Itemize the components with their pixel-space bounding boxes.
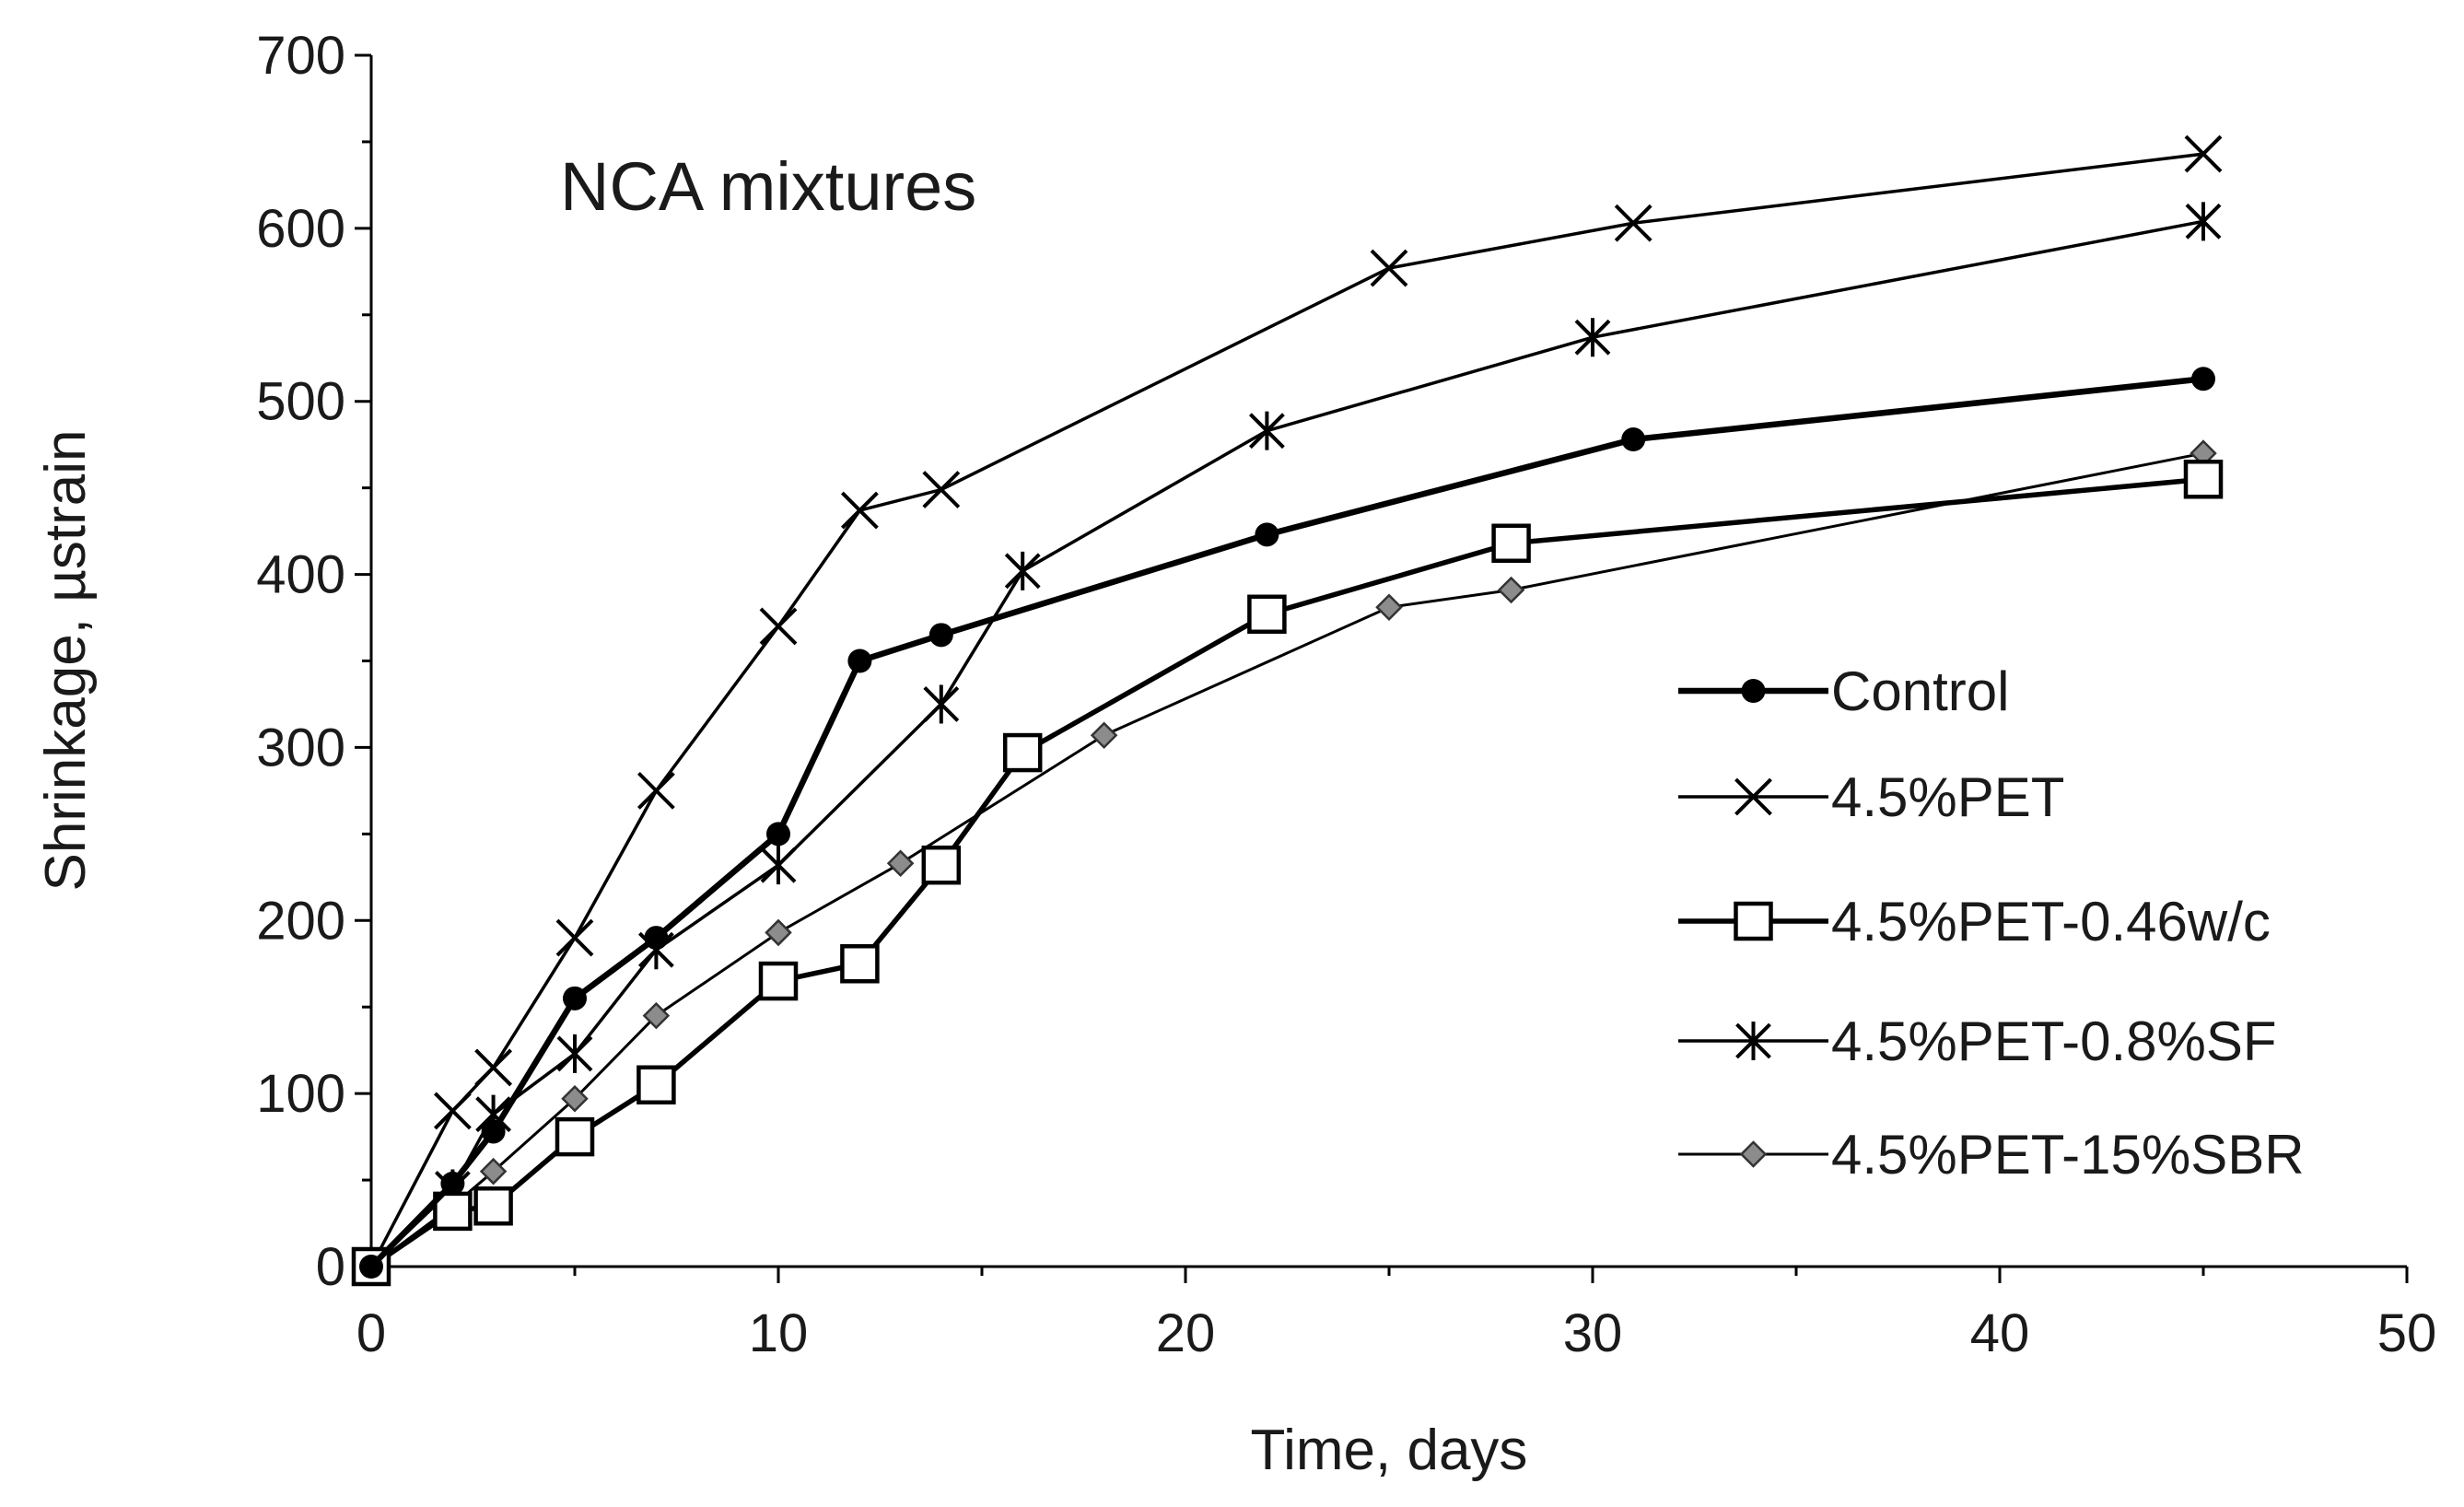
data-point-marker [440,1171,465,1196]
data-point-marker [563,986,587,1011]
legend-label: 4.5%PET-15%SBR [1831,1124,2305,1186]
series-layer [351,134,2224,1287]
tick-labels: 0 100 200 300 400 500 600 700 0 10 20 30 40 50 [256,26,2436,1363]
legend-marker [1739,1140,1768,1168]
data-point-marker [928,623,953,648]
x-tick-label: 10 [749,1303,809,1363]
x-tick-label: 30 [1563,1303,1623,1363]
series-line [369,219,2204,1268]
data-point-marker [840,944,880,984]
data-point-marker [433,1092,472,1130]
legend-entry: Control [1678,660,2009,722]
data-point-marker [481,1119,506,1144]
data-point-marker [473,1186,513,1226]
series-4-5-pet-0-46w-c [351,460,2224,1287]
legend-entry: 4.5%PET [1678,766,2064,828]
data-point-marker [1248,411,1285,450]
data-point-marker [474,1048,513,1087]
data-point-marker [2191,367,2215,391]
legend-marker [1734,777,1772,816]
axes [369,55,2407,1268]
data-point-marker [644,926,669,951]
data-point-marker [847,648,872,673]
data-point-marker [556,1034,593,1073]
data-point-marker [921,845,962,885]
y-axis-title: Shrinkage, µstrain [34,430,98,892]
chart-title: NCA mixtures [560,148,976,225]
data-point-marker [886,849,915,878]
data-point-marker [642,1001,671,1030]
data-point-marker [1574,318,1611,357]
series-4-5-pet [352,134,2223,1286]
series-control [359,367,2215,1279]
data-point-marker [1370,249,1408,287]
data-point-marker [923,684,960,724]
legend-label: 4.5%PET-0.8%SF [1831,1011,2277,1072]
data-point-marker [2185,202,2222,241]
data-point-marker [636,771,675,810]
data-point-marker [555,918,594,957]
data-point-marker [1497,576,1525,604]
data-point-marker [555,1116,595,1157]
data-point-marker [758,961,799,1001]
data-point-marker [1614,204,1652,242]
data-point-marker [765,918,792,947]
data-point-marker [1002,732,1043,773]
legend-label: 4.5%PET [1831,766,2064,828]
y-tick-label: 700 [256,26,345,86]
legend-marker [1741,679,1766,703]
data-point-marker [760,846,797,885]
y-tick-label: 0 [316,1237,345,1297]
legend-entry: 4.5%PET-15%SBR [1678,1124,2305,1186]
data-point-marker [561,1085,589,1113]
data-point-marker [1621,427,1646,452]
x-tick-label: 20 [1156,1303,1216,1363]
legend-label: Control [1831,660,2009,722]
x-tick-label: 0 [356,1303,386,1363]
legend-entry: 4.5%PET-0.46w/c [1678,891,2271,952]
data-point-marker [2183,460,2224,499]
data-point-marker [766,822,790,847]
data-point-marker [359,1255,383,1279]
y-tick-label: 300 [256,718,345,777]
data-point-marker [1090,721,1118,750]
legend: Control 4.5%PET 4.5%PET-0.46w/c 4.5%PET-0.8… [1678,660,2305,1186]
legend-entry: 4.5%PET-0.8%SF [1678,1011,2277,1072]
data-point-marker [922,471,961,508]
data-point-marker [636,1065,676,1104]
data-point-marker [1491,523,1531,564]
x-axis-title: Time, days [1251,1419,1528,1482]
data-point-marker [1004,551,1041,590]
y-tick-label: 100 [256,1064,345,1124]
legend-label: 4.5%PET-0.46w/c [1831,891,2271,952]
y-tick-label: 500 [256,372,345,432]
y-tick-label: 400 [256,545,345,605]
legend-marker [1735,1022,1771,1060]
data-point-marker [479,1157,508,1186]
data-point-marker [1255,522,1279,547]
y-tick-label: 200 [256,891,345,951]
x-tick-label: 40 [1970,1303,2030,1363]
data-point-marker [840,491,879,530]
data-point-marker [1375,593,1403,622]
data-point-marker [2184,134,2223,173]
data-point-marker [759,607,798,646]
y-tick-label: 600 [256,199,345,259]
data-point-marker [1247,594,1287,635]
x-tick-label: 50 [2377,1303,2437,1363]
legend-marker [1734,901,1773,941]
